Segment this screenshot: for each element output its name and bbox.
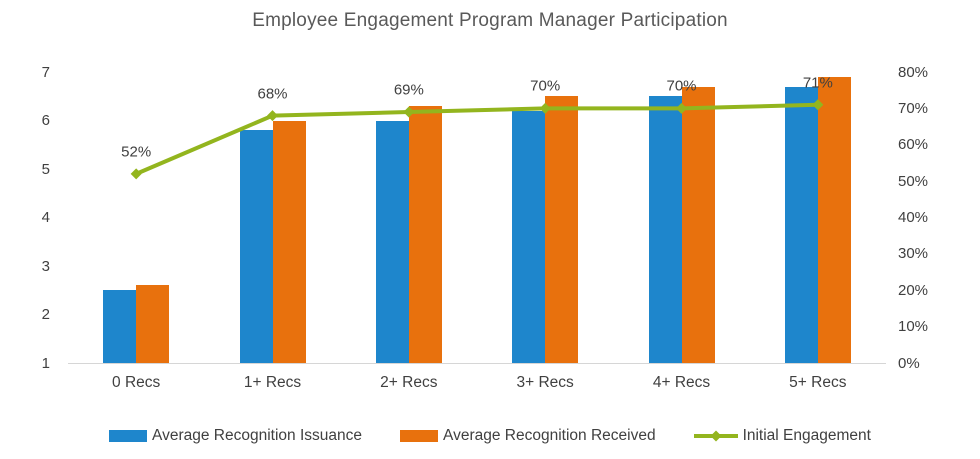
y-axis-right-tick: 40% [898, 209, 929, 226]
line-point-label: 70% [666, 77, 697, 95]
y-axis-right-tick: 30% [898, 245, 929, 263]
x-axis-category-label: 1+ Recs [243, 374, 302, 391]
y-axis-right-tick: 50% [898, 172, 929, 190]
legend-label: Average Recognition Received [443, 427, 656, 444]
bar-issuance [375, 120, 409, 363]
bar-received [817, 76, 851, 363]
y-axis-right-tick: 60% [898, 136, 929, 154]
legend-bar-swatch-icon [400, 430, 439, 442]
legend-bar-swatch-icon [109, 430, 148, 442]
y-axis-right-tick: 20% [898, 281, 929, 299]
line-point-label: 69% [393, 81, 424, 99]
bar-received [272, 120, 306, 363]
line-point-label: 71% [802, 74, 833, 92]
y-axis-left-tick: 4 [41, 209, 50, 226]
engagement-line [135, 102, 818, 176]
x-axis-category-label: 4+ Recs [652, 374, 711, 391]
x-axis-category-label: 3+ Recs [516, 374, 574, 391]
bar-issuance [784, 86, 818, 363]
bar-received [681, 86, 715, 363]
line-point-label: 70% [530, 77, 561, 95]
y-axis-left-tick: 2 [41, 306, 50, 323]
bar-issuance [103, 290, 137, 363]
legend-item: Average Recognition Issuance [109, 427, 362, 445]
diamond-marker-icon [403, 106, 415, 118]
bar-received [545, 96, 579, 363]
y-axis-left-tick: 3 [41, 257, 50, 275]
diamond-marker-icon [267, 110, 278, 122]
bar-issuance [512, 110, 546, 363]
y-axis-right-tick: 0% [898, 354, 920, 372]
bar-received [408, 105, 442, 363]
y-axis-right-tick: 80% [898, 63, 929, 81]
y-axis-right-tick: 10% [898, 318, 929, 336]
y-axis-left-tick: 1 [41, 354, 50, 372]
diamond-marker-icon [539, 102, 551, 114]
legend-line-marker-icon [693, 430, 738, 442]
y-axis-left-tick: 5 [41, 160, 50, 178]
line-point-label: 52% [121, 143, 152, 161]
diamond-marker-icon [130, 168, 142, 180]
bar-issuance [239, 130, 273, 363]
line-point-label: 68% [257, 85, 288, 103]
x-axis-category-label: 0 Recs [112, 374, 161, 391]
diamond-marker-icon [812, 99, 824, 111]
legend-label: Average Recognition Issuance [152, 427, 363, 444]
x-axis-category-label: 5+ Recs [789, 374, 847, 391]
y-axis-right-tick: 70% [898, 99, 929, 117]
x-axis-line [68, 363, 886, 364]
legend-item: Average Recognition Received [400, 427, 656, 445]
x-axis-category-label: 2+ Recs [380, 374, 438, 391]
y-axis-left-tick: 6 [41, 112, 50, 129]
bar-issuance [648, 96, 682, 363]
y-axis-left-tick: 7 [41, 63, 50, 81]
legend-label: Initial Engagement [742, 427, 871, 444]
chart-legend: Average Recognition Issuance Average Reco… [0, 427, 980, 445]
bar-received [136, 285, 170, 363]
chart-title: Employee Engagement Program Manager Part… [252, 10, 728, 31]
diamond-marker-icon [676, 102, 687, 114]
legend-item: Initial Engagement [693, 427, 871, 445]
